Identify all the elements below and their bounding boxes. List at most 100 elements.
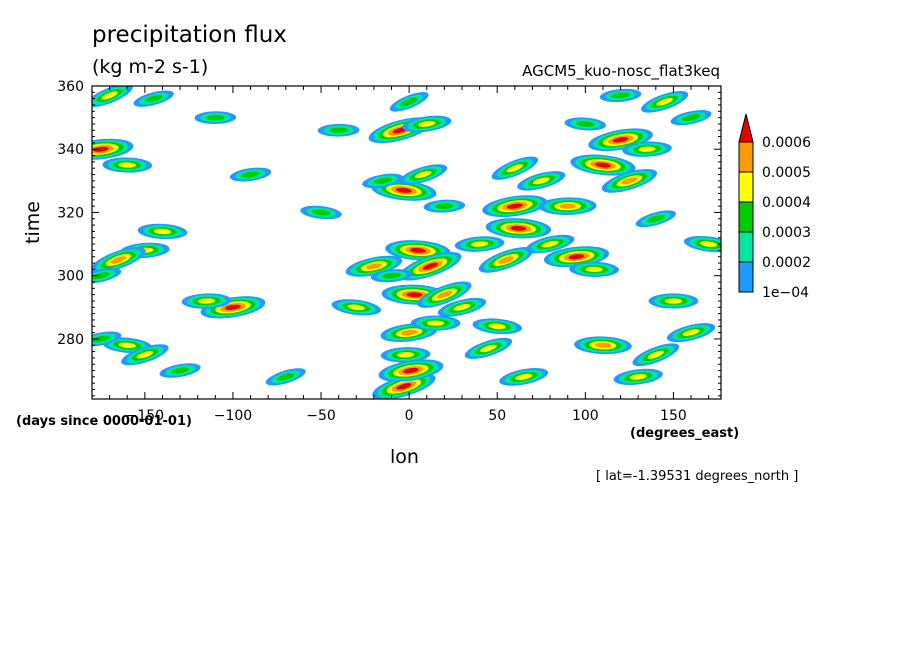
precip-feature [317, 123, 360, 137]
precip-feature [485, 218, 552, 239]
precip-feature [570, 154, 636, 176]
colorbar-label: 0.0003 [762, 225, 811, 241]
y-tick-label: 360 [57, 79, 84, 95]
contour-band [329, 127, 348, 134]
contour-band [559, 203, 576, 209]
x-tick-label: −100 [214, 408, 252, 424]
precip-feature [133, 90, 174, 107]
contour-band [621, 177, 638, 185]
contour-band [395, 187, 412, 193]
contour-band [197, 298, 216, 304]
contour-band [532, 177, 550, 185]
contour-band [700, 241, 718, 247]
colorbar-segment [738, 231, 754, 263]
contour-band [611, 92, 630, 99]
contour-band [638, 146, 656, 152]
contour-band [576, 121, 595, 127]
precip-feature [181, 293, 232, 309]
contour-band [426, 320, 445, 326]
precip-feature [92, 267, 122, 284]
contour-band [144, 95, 163, 103]
precip-feature [102, 157, 153, 173]
colorbar-segment [738, 171, 754, 203]
precip-feature [564, 117, 607, 131]
contour-band [612, 136, 629, 143]
contour-band [311, 209, 331, 216]
plot-frame [91, 85, 722, 400]
precip-feature [543, 246, 610, 268]
x-tick-label: 0 [405, 408, 414, 424]
contour-band [506, 203, 523, 209]
precip-features [92, 86, 721, 399]
contour-band [410, 247, 426, 253]
precip-feature [517, 171, 566, 191]
contour-band [92, 335, 110, 343]
precip-feature [491, 156, 539, 180]
x-tick-label: 50 [488, 408, 506, 424]
precip-feature [159, 363, 201, 378]
precip-feature [574, 336, 632, 355]
colorbar-legend: 1e−04 0.0002 0.0003 0.0004 0.0005 0.0006 [738, 113, 811, 301]
x-axis: −150 −100 −50 0 50 100 150 [109, 86, 710, 424]
contour-band [414, 170, 432, 179]
contour-band [470, 241, 489, 247]
precip-feature [194, 111, 237, 125]
contour-band [225, 304, 241, 311]
precip-feature [399, 164, 448, 185]
contour-band [453, 304, 471, 311]
x-tick-label: 100 [572, 408, 599, 424]
contour-band [515, 373, 533, 380]
precip-feature [525, 234, 575, 254]
precip-feature [410, 315, 461, 331]
dataset-label: AGCM5_kuo-nosc_flat3keq [522, 62, 720, 80]
contour-band [480, 344, 497, 353]
y-tick-label: 340 [57, 142, 84, 158]
contour-band [403, 367, 419, 374]
contour-band [170, 367, 190, 374]
contour-band [118, 162, 136, 168]
precip-feature [402, 115, 452, 133]
precip-feature [683, 235, 721, 253]
contour-band [118, 342, 136, 348]
contour-band [682, 329, 700, 336]
contour-band [506, 164, 523, 173]
precip-feature [538, 197, 597, 215]
precip-feature [417, 281, 472, 308]
x-tick-label: 150 [660, 408, 687, 424]
precip-feature [464, 337, 513, 359]
contour-band [647, 350, 664, 359]
chart-title: precipitation flux [92, 22, 287, 48]
contour-band [365, 263, 382, 270]
precip-feature [454, 236, 505, 252]
slice-label: [ lat=-1.39531 degrees_north ] [596, 469, 799, 484]
colorbar-label: 0.0004 [762, 195, 811, 211]
contour-band [498, 256, 514, 264]
precip-feature [588, 128, 653, 152]
contour-band [92, 272, 110, 280]
precip-feature [599, 88, 642, 103]
precip-feature [389, 92, 429, 112]
precip-feature [345, 255, 403, 277]
colorbar-label: 0.0002 [762, 255, 811, 271]
y-axis-units: (days since 0000-01-01) [16, 414, 192, 429]
contour-band [681, 114, 701, 121]
contour-band [435, 203, 454, 210]
contour-band [422, 262, 438, 270]
contour-band [585, 266, 603, 273]
contour-band [568, 254, 585, 260]
colorbar-label: 1e−04 [762, 285, 809, 301]
contour-band [400, 97, 418, 107]
precip-feature [378, 359, 444, 382]
precip-feature [670, 110, 712, 126]
precip-feature [300, 205, 342, 220]
precip-feature [229, 167, 272, 182]
contour-band [276, 373, 295, 381]
precip-feature [632, 343, 680, 367]
precip-feature [641, 90, 689, 113]
contour-band [382, 272, 401, 279]
contour-band [373, 177, 392, 185]
contour-band [541, 240, 559, 248]
y-tick-label: 280 [57, 332, 84, 348]
precip-feature [569, 261, 619, 277]
contour-band [241, 171, 260, 178]
